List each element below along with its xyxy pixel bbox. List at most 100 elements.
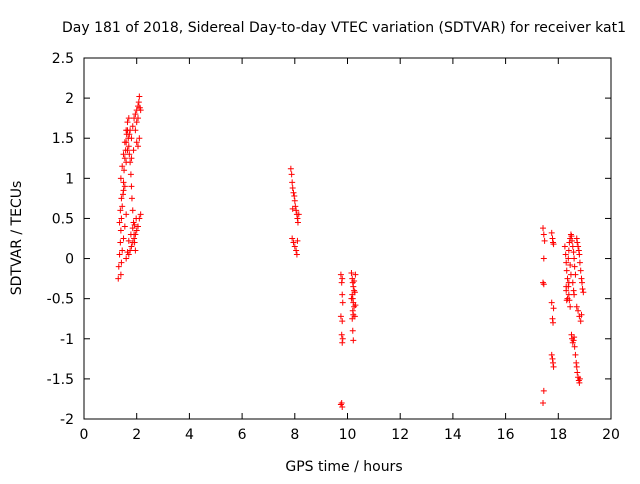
- data-point: [567, 271, 574, 278]
- data-point: [351, 289, 358, 296]
- data-point: [291, 243, 298, 250]
- data-point: [129, 225, 136, 232]
- data-point: [350, 283, 357, 290]
- data-point: [571, 255, 578, 262]
- data-point: [573, 359, 580, 366]
- x-tick-label: 18: [549, 427, 567, 443]
- data-point: [121, 183, 128, 190]
- data-point: [121, 167, 128, 174]
- data-point: [540, 281, 547, 288]
- data-point: [129, 123, 136, 130]
- data-point: [337, 271, 344, 278]
- data-point: [563, 267, 570, 274]
- data-point: [133, 215, 140, 222]
- data-point: [565, 247, 572, 254]
- data-point: [578, 275, 585, 282]
- data-point: [570, 287, 577, 294]
- x-axis: 0 2 4 6 8 10 12 14 16 18 20: [80, 58, 620, 443]
- data-point: [124, 249, 131, 256]
- data-point: [575, 307, 582, 314]
- x-tick-label: 0: [80, 427, 89, 443]
- y-tick-label: 1: [65, 171, 74, 187]
- data-point: [352, 302, 359, 309]
- data-point: [563, 259, 570, 266]
- data-point: [563, 297, 570, 304]
- data-point: [578, 311, 585, 318]
- data-point: [577, 318, 584, 325]
- x-tick-label: 10: [339, 427, 357, 443]
- data-point: [119, 247, 126, 254]
- data-point: [289, 205, 296, 212]
- data-point: [118, 215, 125, 222]
- data-point: [133, 119, 140, 126]
- data-point: [564, 275, 571, 282]
- data-point: [131, 221, 138, 228]
- data-point: [293, 207, 300, 214]
- data-point: [568, 233, 575, 240]
- data-point: [117, 239, 124, 246]
- data-point: [565, 291, 572, 298]
- x-tick-label: 20: [602, 427, 620, 443]
- data-point: [570, 249, 577, 256]
- data-point: [577, 267, 584, 274]
- data-point: [125, 143, 132, 150]
- data-point: [561, 243, 568, 250]
- data-point: [349, 327, 356, 334]
- data-point: [135, 99, 142, 106]
- data-point: [339, 299, 346, 306]
- data-point: [569, 237, 576, 244]
- y-tick-label: -0.5: [47, 292, 74, 308]
- data-point: [136, 135, 143, 142]
- data-point: [135, 115, 142, 122]
- y-axis-label: SDTVAR / TECUs: [9, 181, 25, 296]
- data-point: [135, 223, 142, 230]
- data-point: [118, 195, 125, 202]
- data-point: [127, 231, 134, 238]
- data-point: [576, 379, 583, 386]
- data-point: [339, 335, 346, 342]
- data-point: [117, 207, 124, 214]
- x-tick-label: 16: [497, 427, 515, 443]
- data-point: [137, 211, 144, 218]
- data-point: [575, 243, 582, 250]
- data-point: [290, 239, 297, 246]
- data-point: [550, 241, 557, 248]
- data-point: [120, 187, 127, 194]
- y-tick-label: -1.5: [47, 372, 74, 388]
- data-point: [339, 275, 346, 282]
- data-point: [116, 251, 123, 258]
- data-point: [117, 175, 124, 182]
- plot-frame: [83, 57, 612, 420]
- data-point: [129, 207, 136, 214]
- data-point: [579, 279, 586, 286]
- data-point: [123, 255, 130, 262]
- data-point: [131, 235, 138, 242]
- data-point: [567, 303, 574, 310]
- data-point: [571, 263, 578, 270]
- data-point: [291, 197, 298, 204]
- data-point: [349, 307, 356, 314]
- data-point: [132, 111, 139, 118]
- data-point: [130, 147, 137, 154]
- data-point: [550, 319, 557, 326]
- data-point: [338, 399, 345, 406]
- data-point: [117, 271, 124, 278]
- data-point: [132, 127, 139, 134]
- data-point: [291, 192, 298, 199]
- chart-title: Day 181 of 2018, Sidereal Day-to-day VTE…: [62, 20, 626, 36]
- data-point: [549, 355, 556, 362]
- data-point: [573, 363, 580, 370]
- data-point: [121, 139, 128, 146]
- data-point: [569, 243, 576, 250]
- y-tick-label: -1: [60, 332, 74, 348]
- y-tick-label: 2: [65, 91, 74, 107]
- data-point: [123, 159, 130, 166]
- x-tick-label: 2: [132, 427, 141, 443]
- y-tick-label: 1.5: [52, 131, 74, 147]
- data-point: [565, 255, 572, 262]
- data-point: [339, 291, 346, 298]
- data-point: [549, 235, 556, 242]
- data-point: [294, 219, 301, 226]
- data-point: [295, 211, 302, 218]
